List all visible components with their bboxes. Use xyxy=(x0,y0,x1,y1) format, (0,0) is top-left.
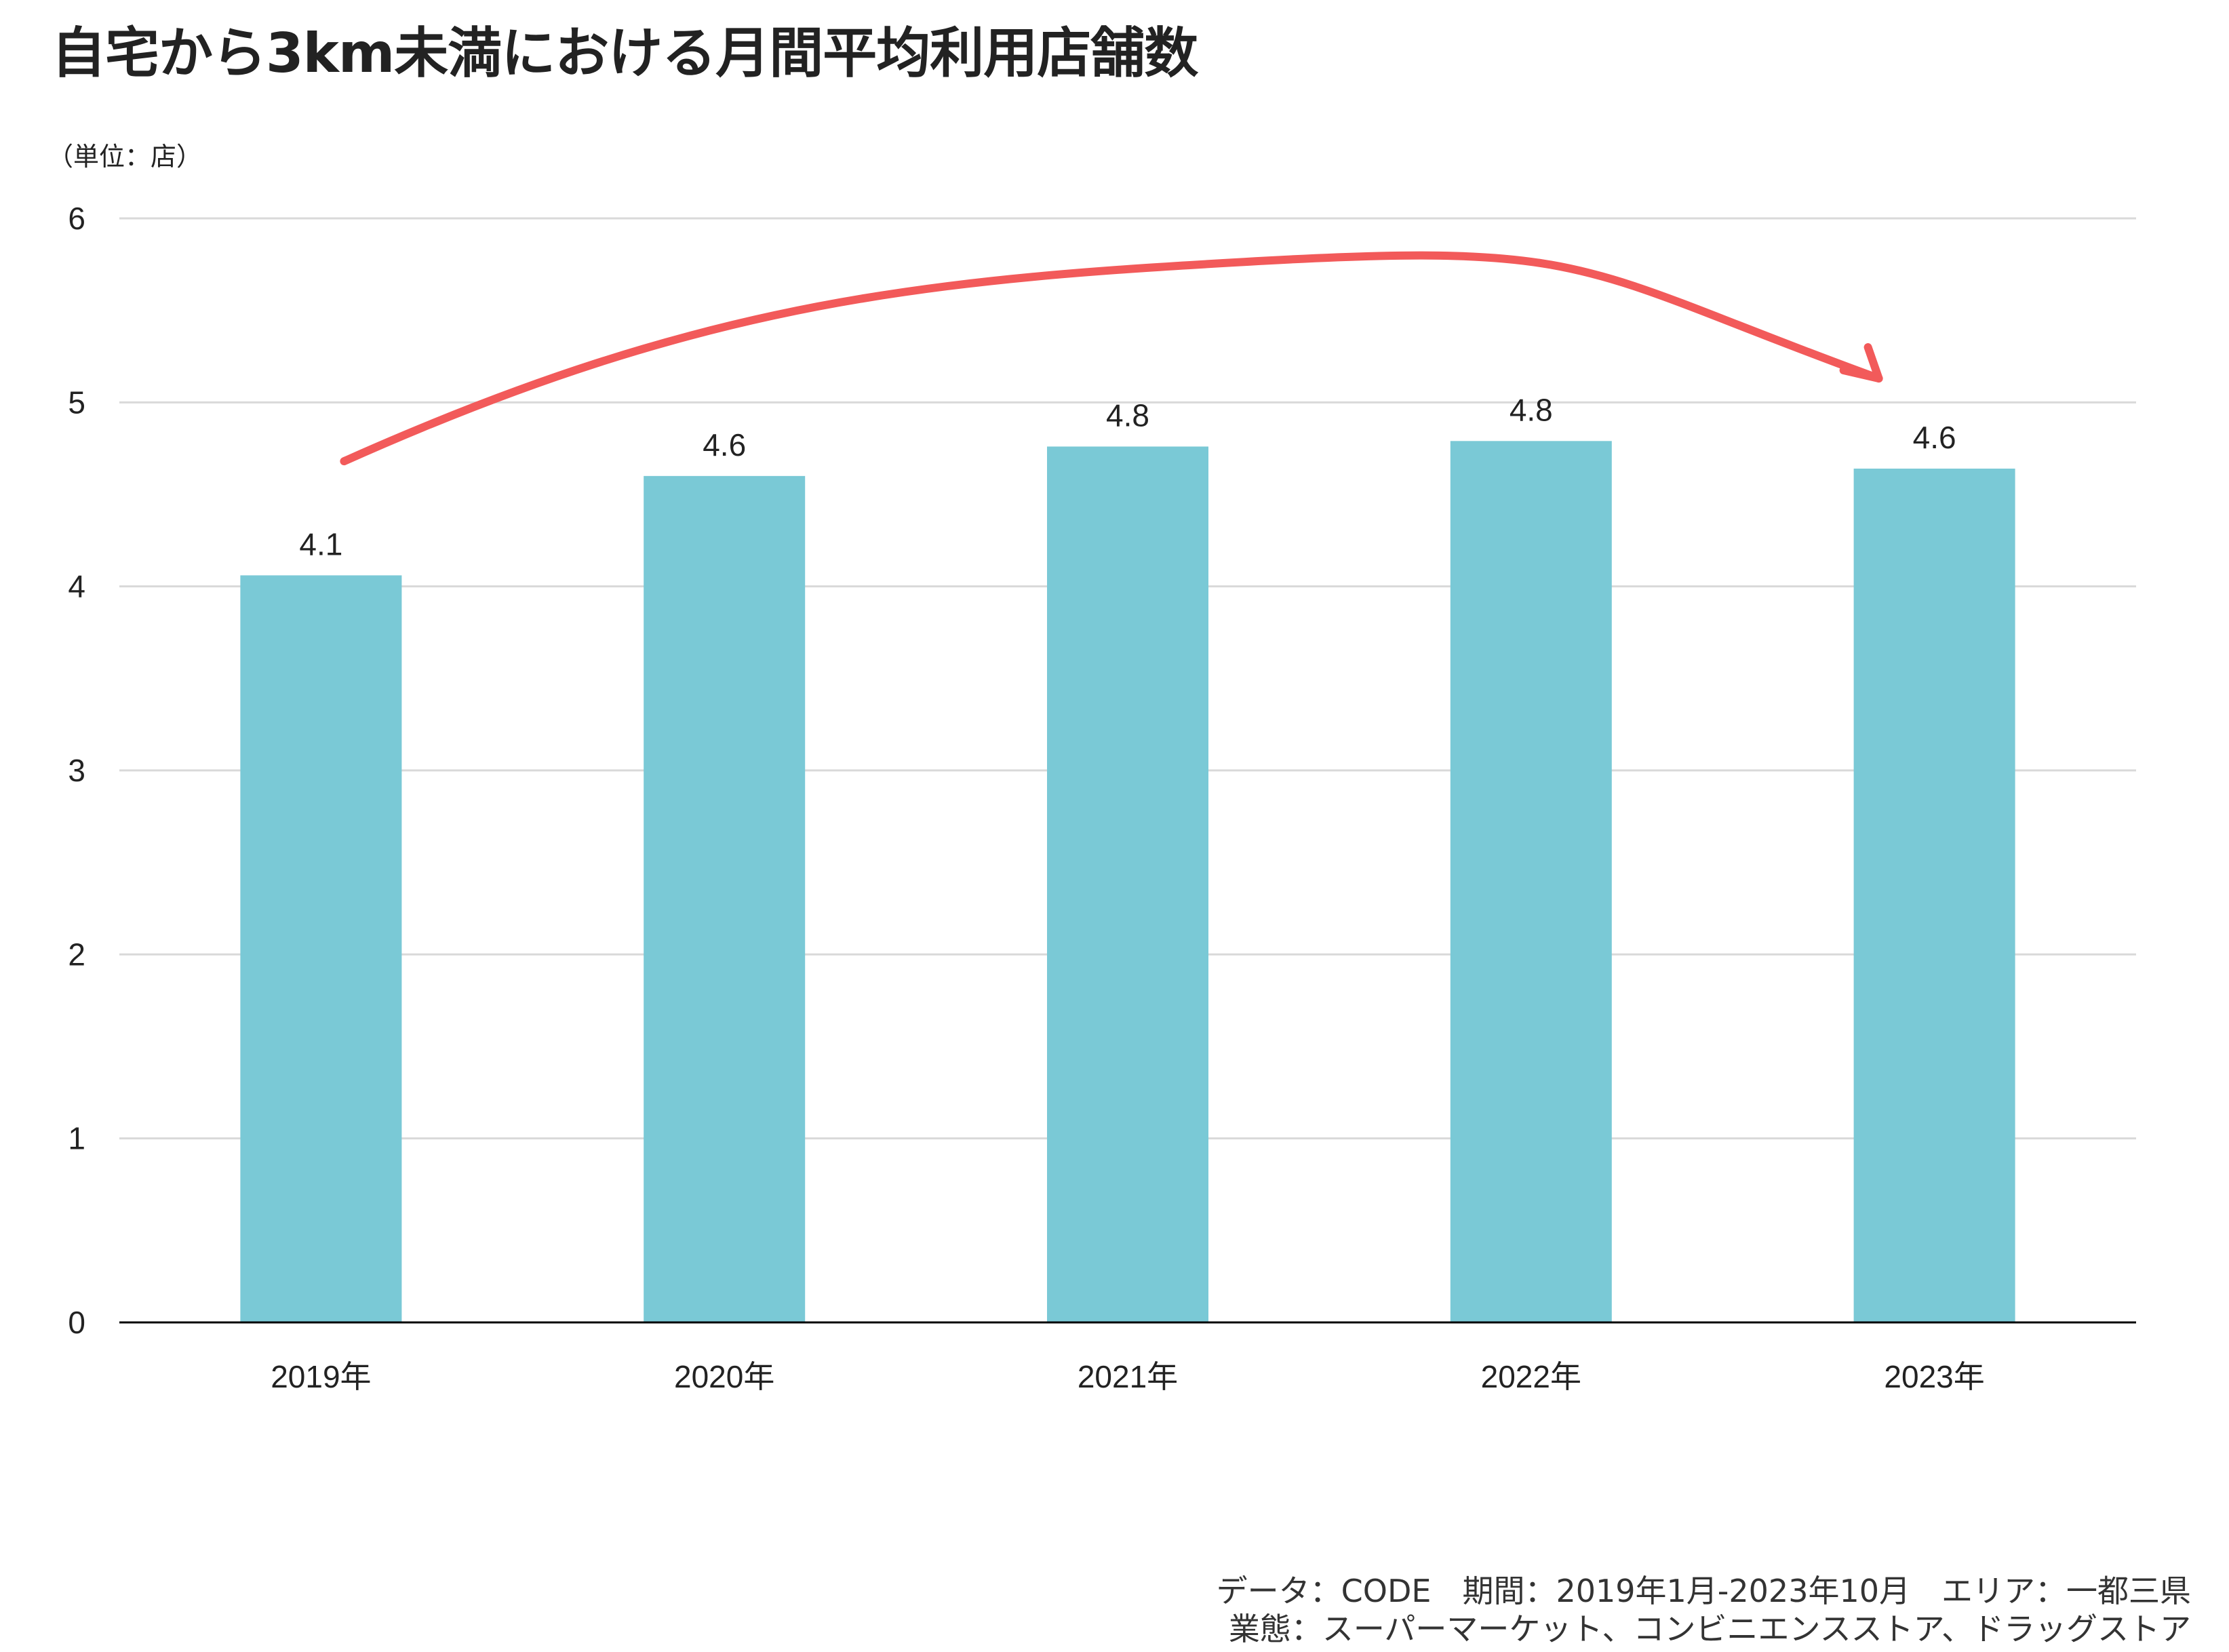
bar xyxy=(644,475,806,1322)
data-labels: 4.1 4.6 4.8 4.8 4.6 xyxy=(299,392,1956,562)
y-tick-label: 6 xyxy=(68,201,85,236)
chart-title: 自宅から3km未満における月間平均利用店舗数 xyxy=(52,22,1198,85)
source-line-2: 業態：スーパーマーケット、コンビニエンスストア、ドラッグストア xyxy=(1228,1611,2191,1647)
bar xyxy=(240,575,402,1322)
bar xyxy=(1853,469,2015,1322)
trend-arrow-head xyxy=(1839,343,1883,383)
y-tick-label: 0 xyxy=(68,1305,85,1340)
data-label: 4.1 xyxy=(299,526,342,562)
source-note: データ：CODE 期間：2019年1月-2023年10月 エリア：一都三県 業態… xyxy=(1217,1572,2191,1648)
y-tick-label: 5 xyxy=(68,385,85,420)
data-label: 4.6 xyxy=(703,427,746,463)
data-label: 4.6 xyxy=(1913,420,1956,455)
y-tick-label: 3 xyxy=(68,753,85,788)
trend-arrow-curve xyxy=(340,251,1883,466)
x-tick-label: 2022年 xyxy=(1481,1359,1581,1394)
bar xyxy=(1047,446,1208,1322)
unit-label: （単位：店） xyxy=(47,142,203,172)
bar xyxy=(1450,441,1612,1322)
data-label: 4.8 xyxy=(1510,392,1553,427)
y-tick-label: 2 xyxy=(68,937,85,972)
y-tick-label: 1 xyxy=(68,1121,85,1156)
x-tick-label: 2019年 xyxy=(271,1359,371,1394)
bars xyxy=(240,441,2015,1322)
source-line-1: データ：CODE 期間：2019年1月-2023年10月 エリア：一都三県 xyxy=(1216,1573,2191,1609)
trend-arrow xyxy=(340,251,1883,466)
x-tick-label: 2021年 xyxy=(1078,1359,1178,1394)
y-tick-label: 4 xyxy=(68,569,85,604)
x-tick-label: 2023年 xyxy=(1884,1359,1984,1394)
x-tick-label: 2020年 xyxy=(674,1359,774,1394)
axes: 0 1 2 3 4 5 6 2019年 2020年 2021年 2022年 2023年 xyxy=(68,201,2136,1394)
data-label: 4.8 xyxy=(1106,397,1149,433)
